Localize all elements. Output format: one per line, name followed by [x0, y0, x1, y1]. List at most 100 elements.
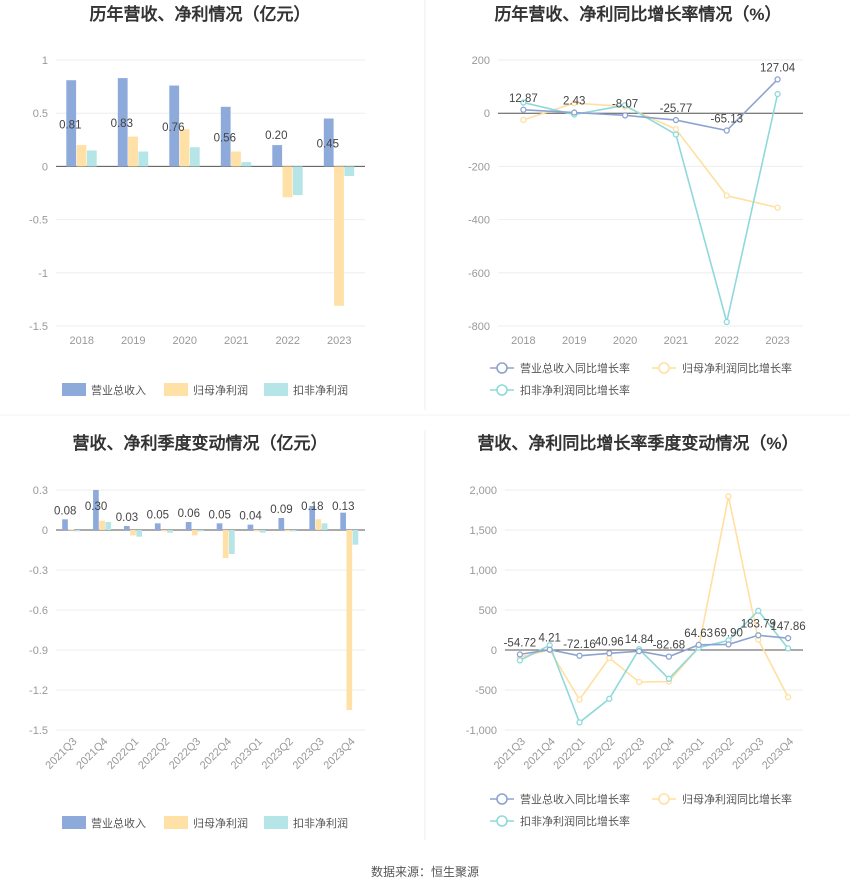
data-point [571, 99, 578, 107]
bar-nonrecurring-profit [136, 530, 143, 537]
x-tick-label: 2021Q4 [522, 736, 558, 772]
data-point [516, 657, 524, 664]
data-point [621, 102, 629, 109]
legend-marker [658, 362, 670, 374]
bar-revenue [216, 523, 223, 530]
legend-swatch [264, 816, 288, 829]
y-tick-label: 0 [42, 525, 48, 537]
bar-nonrecurring-profit [229, 530, 235, 554]
data-label: 0.04 [239, 511, 262, 523]
bar-nonrecurring-profit [292, 166, 303, 196]
bar-revenue [66, 80, 77, 167]
y-tick-label: -400 [468, 215, 490, 227]
data-label: 147.86 [771, 621, 806, 633]
chart-3: 营收、净利季度变动情况（亿元）0.30-0.3-0.6-0.9-1.2-1.52… [29, 433, 365, 830]
bar-revenue [154, 523, 161, 530]
bar-revenue [169, 85, 180, 167]
data-point [571, 109, 578, 116]
bar-nonrecurring-profit [344, 166, 355, 176]
data-label: -72.16 [563, 639, 596, 651]
data-label: 0.08 [54, 505, 76, 517]
legend-label: 扣非净利润同比增长率 [520, 814, 630, 828]
chart-title: 营收、净利同比增长率季度变动情况（%） [477, 433, 798, 453]
data-label: 0.05 [208, 509, 230, 521]
x-tick-label: 2022Q1 [551, 736, 587, 772]
data-label: -82.68 [653, 640, 686, 652]
series-line-revenue-growth [519, 634, 789, 658]
x-tick-label: 2023 [327, 335, 351, 347]
series-line-nonrecurring-growth [519, 609, 789, 724]
bar-net-profit [161, 530, 167, 532]
data-point [665, 675, 673, 682]
bar-revenue [185, 522, 192, 530]
bar-net-profit [130, 530, 136, 536]
data-point [725, 641, 732, 648]
data-label: 64.63 [684, 628, 713, 640]
bar-revenue [123, 526, 130, 530]
series-line-nonrecurring-growth [523, 93, 779, 323]
data-point [520, 106, 527, 113]
x-tick-label: 2022Q4 [198, 736, 234, 772]
bar-nonrecurring-profit [352, 530, 359, 545]
y-tick-label: -200 [468, 161, 490, 173]
legend-marker [658, 793, 670, 805]
data-point [606, 650, 613, 657]
bar-net-profit [128, 136, 138, 167]
x-tick-label: 2023Q1 [229, 736, 265, 772]
y-tick-label: -1.2 [29, 685, 48, 697]
bar-revenue [272, 145, 283, 167]
series-line-net-profit-growth [519, 496, 789, 702]
data-point [672, 126, 680, 133]
data-point [576, 719, 583, 726]
x-tick-label: 2022Q2 [136, 736, 172, 772]
y-tick-label: -0.6 [29, 605, 48, 617]
legend-label: 扣非净利润 [293, 816, 348, 830]
bar-net-profit [68, 529, 75, 531]
legend-swatch [62, 816, 86, 829]
bar-nonrecurring-profit [86, 150, 97, 167]
data-point [725, 493, 732, 500]
x-tick-label: 2021Q4 [74, 736, 110, 772]
data-label: 69.90 [714, 627, 743, 639]
data-label: 127.04 [760, 62, 796, 74]
data-point [546, 646, 553, 653]
bar-net-profit [253, 530, 260, 532]
data-point [621, 112, 629, 119]
x-tick-label: 2020 [613, 335, 637, 347]
x-tick-label: 2023Q3 [291, 736, 327, 772]
y-tick-label: -600 [468, 268, 490, 280]
bar-nonrecurring-profit [138, 151, 149, 167]
bar-revenue [323, 118, 334, 167]
legend[interactable]: 营业总收入 归母净利润 扣非净利润 [62, 816, 348, 830]
legend-marker [496, 362, 508, 374]
data-label: 2.43 [563, 96, 585, 108]
y-tick-label: 1,000 [469, 565, 497, 577]
bar-revenue [309, 506, 316, 530]
data-source-label: 数据来源：恒生聚源 [371, 864, 479, 879]
y-tick-label: -0.3 [29, 565, 48, 577]
y-tick-label: -500 [475, 685, 497, 697]
x-tick-label: 2023 [765, 335, 789, 347]
legend[interactable]: 营业总收入 归母净利润 扣非净利润 [62, 383, 348, 397]
x-tick-label: 2019 [562, 335, 586, 347]
data-label: 0.18 [301, 501, 323, 513]
data-point [755, 607, 762, 614]
data-point [520, 99, 527, 106]
bar-revenue [220, 106, 231, 167]
data-label: 0.81 [59, 119, 81, 131]
chart-1: 历年营收、净利情况（亿元） 1 0.5 0 -0.5 -1 -1.5 2018 2019 2020… [29, 4, 365, 397]
y-tick-label: 1 [42, 55, 48, 67]
data-point [774, 90, 781, 98]
x-tick-label: 2023Q4 [760, 736, 796, 772]
data-point [774, 204, 781, 211]
data-label: 0.45 [317, 138, 339, 150]
y-tick-label: -1.5 [29, 321, 48, 333]
legend-label: 归母净利润同比增长率 [682, 361, 792, 375]
x-tick-label: 2022 [276, 335, 300, 347]
bar-net-profit [282, 166, 293, 198]
bar-nonrecurring-profit [74, 530, 81, 532]
y-tick-label: -1 [38, 268, 48, 280]
